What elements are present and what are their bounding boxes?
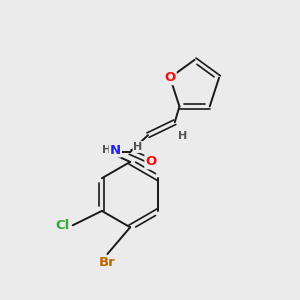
Text: N: N [110, 143, 121, 157]
Text: H: H [102, 145, 111, 155]
Text: O: O [146, 155, 157, 168]
Text: H: H [134, 142, 143, 152]
Text: Br: Br [99, 256, 116, 269]
Text: H: H [178, 131, 187, 141]
Text: Cl: Cl [56, 219, 70, 232]
Text: O: O [164, 71, 176, 84]
